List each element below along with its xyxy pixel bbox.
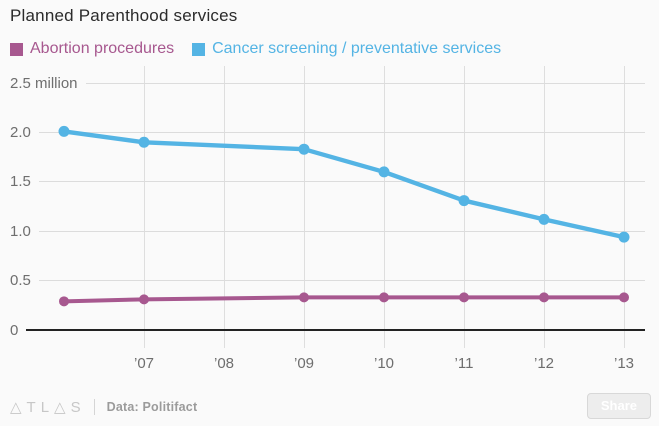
x-gridline-2007 [144, 66, 145, 348]
y-tick-label-1: 1.0 [10, 222, 31, 240]
legend-swatch-cancer-screening [192, 42, 206, 56]
legend-item-abortion: Abortion procedures [10, 40, 174, 58]
y-gridline-row-1: 1.0 [10, 221, 645, 241]
x-tick-label-2008: ’08 [213, 355, 235, 372]
footer: △TL△S Data: Politifact [10, 394, 197, 420]
y-tick-label-2: 2.0 [10, 123, 31, 141]
x-gridline-2010 [384, 66, 385, 348]
x-axis-line [26, 329, 645, 331]
x-tick-label-2007: ’07 [133, 355, 155, 372]
legend: Abortion procedures Cancer screening / p… [10, 40, 501, 58]
y-gridline [85, 82, 645, 84]
chart-title: Planned Parenthood services [10, 6, 238, 25]
y-gridline-row-2.5: 2.5 million [10, 73, 645, 93]
y-gridline [38, 230, 645, 232]
legend-label-abortion: Abortion procedures [30, 40, 175, 57]
y-tick-label-2.5: 2.5 million [10, 74, 78, 92]
data-point-0-2006 [59, 296, 69, 307]
y-gridline-row-1.5: 1.5 [10, 172, 645, 192]
legend-swatch-abortion [10, 42, 23, 56]
x-tick-label-2013: ’13 [613, 355, 635, 372]
footer-divider [93, 399, 95, 415]
x-gridline-2012 [544, 66, 545, 348]
atlas-logo[interactable]: △TL△S [10, 398, 86, 416]
x-tick-label-2009: ’09 [293, 355, 315, 372]
y-gridline-row-2: 2.0 [10, 122, 645, 142]
x-gridline-2008 [224, 66, 225, 348]
y-tick-label-0.5: 0.5 [10, 272, 31, 290]
x-gridline-2011 [464, 66, 465, 348]
x-gridline-2013 [624, 66, 625, 348]
y-tick-label-1.5: 1.5 [10, 173, 31, 191]
x-tick-label-2010: ’10 [373, 355, 395, 372]
x-tick-label-2012: ’12 [533, 355, 555, 372]
series-line-0 [62, 295, 626, 304]
y-gridline [38, 131, 645, 133]
share-button[interactable]: Share [586, 393, 651, 419]
y-gridline [38, 280, 645, 282]
data-source: Data: Politifact [106, 400, 198, 414]
x-gridline-2009 [304, 66, 305, 348]
y-gridline [38, 181, 645, 183]
y-gridline-row-0.5: 0.5 [10, 271, 645, 291]
legend-label-cancer-screening: Cancer screening / preventative services [212, 40, 502, 57]
x-tick-label-2011: ’11 [454, 355, 474, 372]
legend-item-cancer-screening: Cancer screening / preventative services [192, 40, 501, 58]
x-axis-row: 0 [10, 320, 645, 340]
y-tick-label-0: 0 [10, 321, 19, 339]
